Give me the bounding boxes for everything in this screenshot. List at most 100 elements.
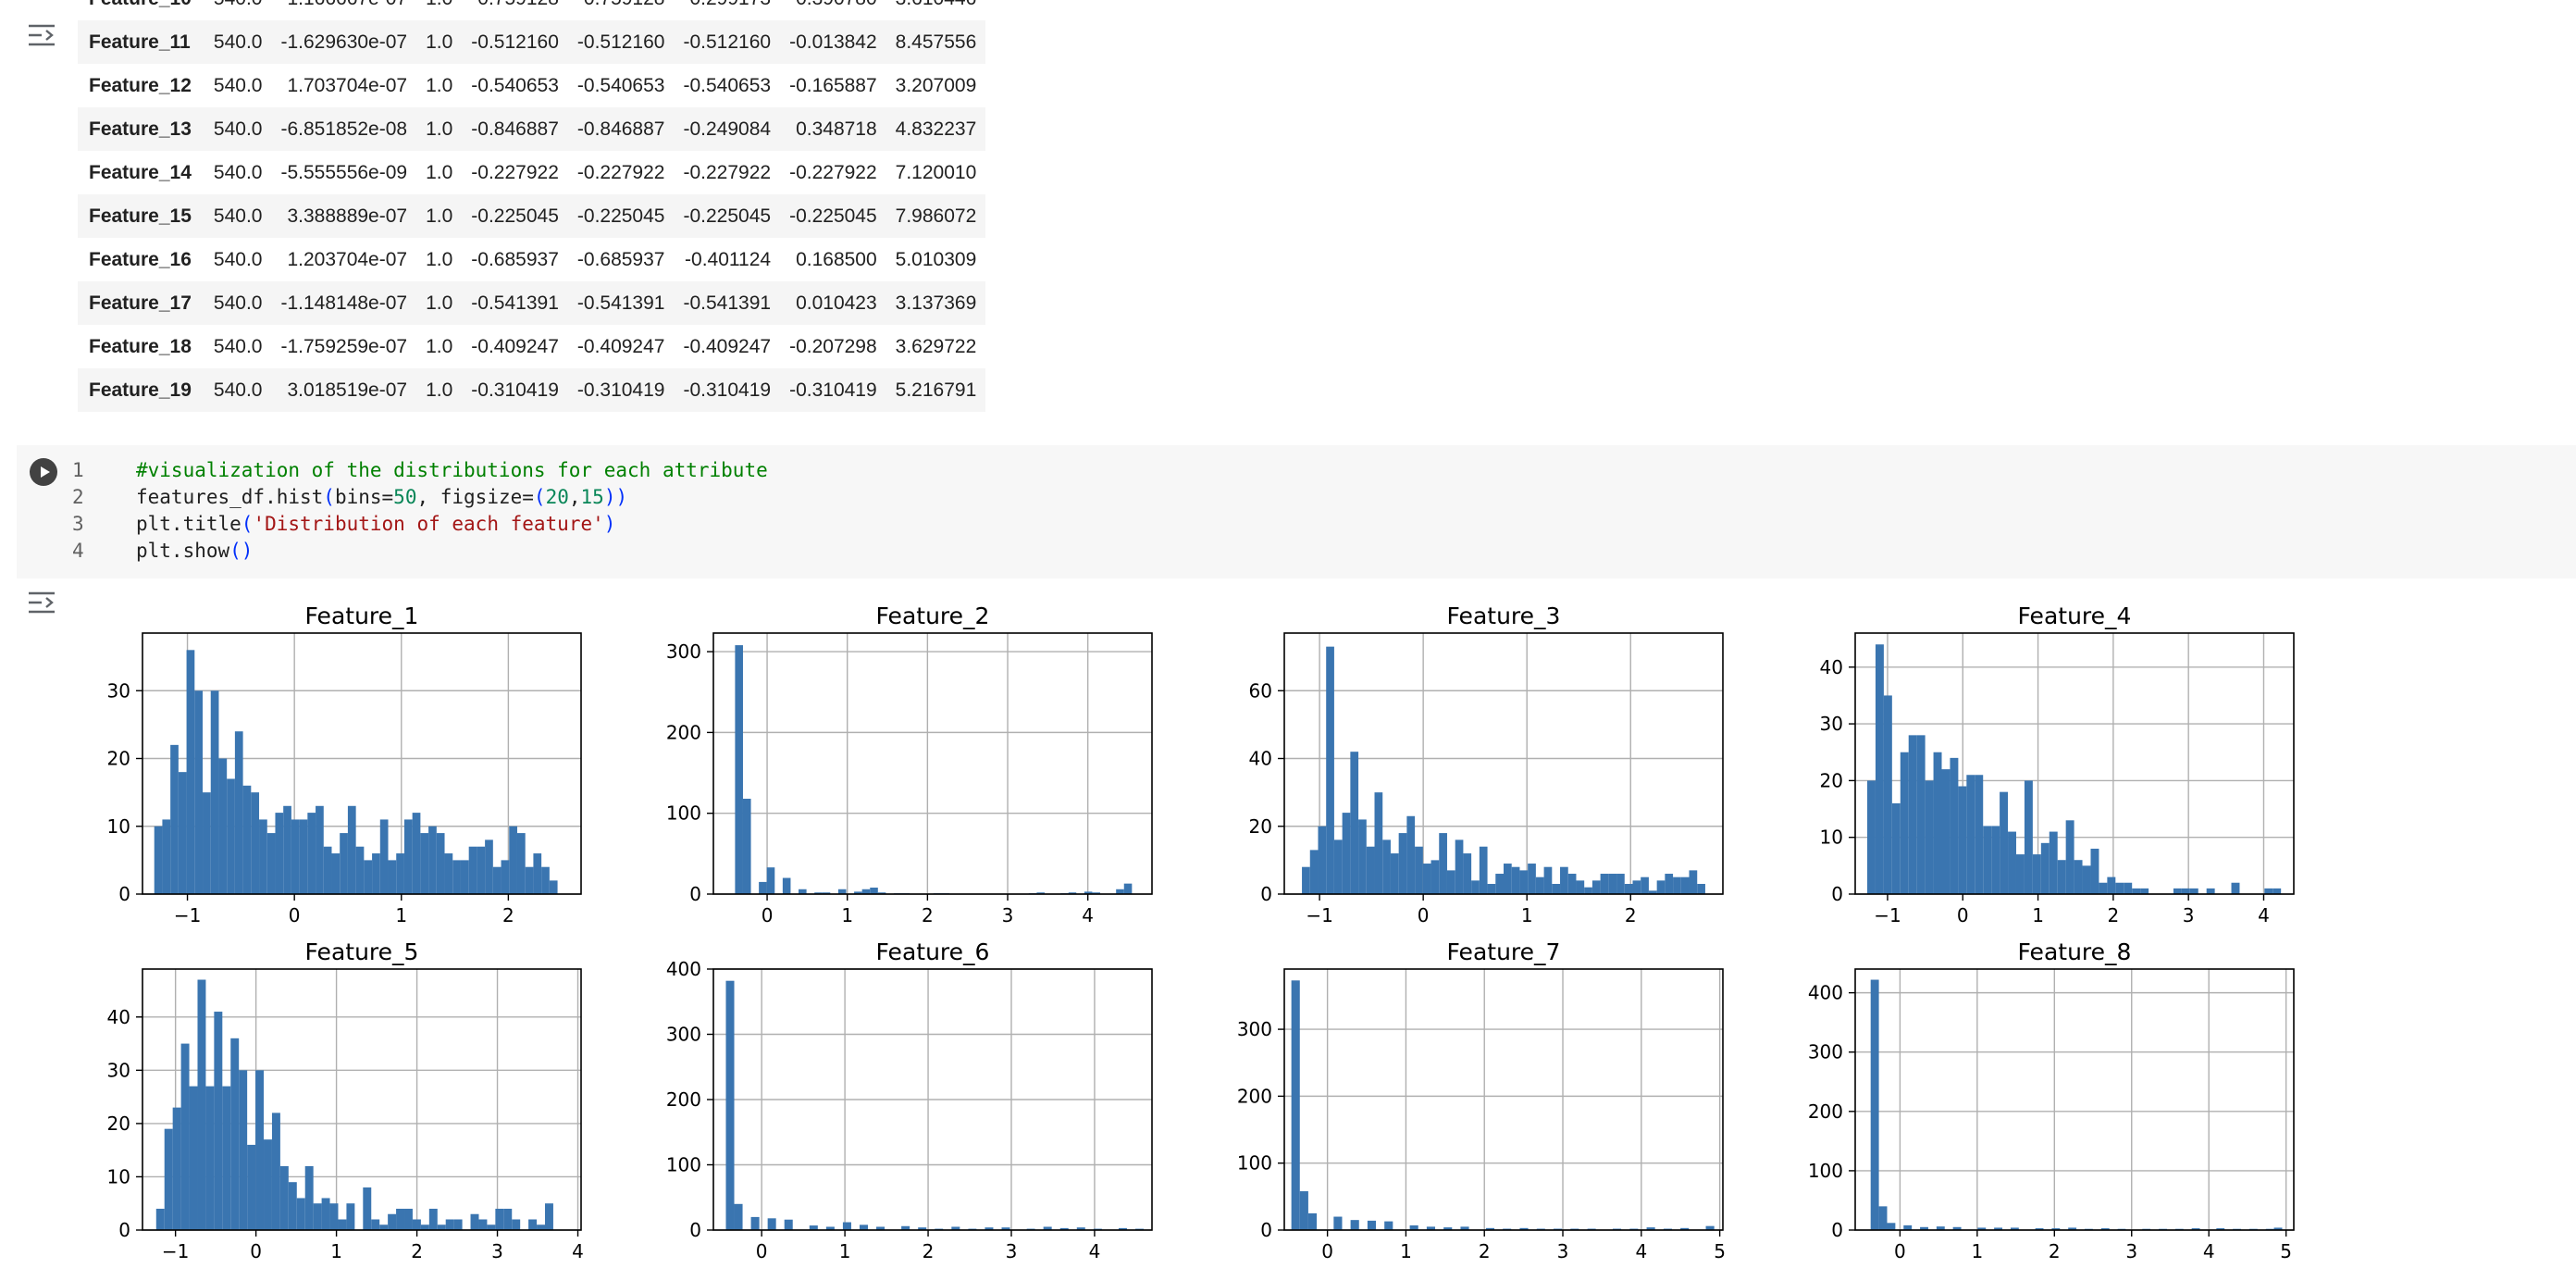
histogram-bar (1697, 884, 1705, 894)
y-tick-label: 100 (666, 1154, 701, 1176)
x-tick-label: 3 (2183, 904, 2195, 926)
histogram-bar (2216, 1228, 2225, 1230)
table-cell: -0.227922 (471, 161, 559, 183)
histogram-bar (396, 1208, 405, 1230)
x-tick-label: −1 (1306, 904, 1332, 926)
output-toggle-icon[interactable] (26, 589, 57, 616)
table-cell: 540.0 (213, 161, 263, 183)
y-tick-label: 40 (1820, 656, 1843, 678)
histogram-bar (239, 1070, 248, 1230)
table-cell: -1.166667e-07 (271, 0, 416, 20)
x-tick-label: 0 (1418, 904, 1430, 926)
plot-frame (1283, 632, 1724, 895)
histogram-bar (1925, 780, 1934, 894)
histogram-bar (549, 880, 558, 894)
histogram-bar (1560, 866, 1568, 894)
histogram-bar (1680, 1227, 1690, 1230)
histogram-bar (396, 853, 404, 894)
code-token: 50 (393, 486, 417, 508)
histogram-bar (371, 1219, 380, 1230)
histogram-bar (2015, 854, 2025, 894)
plot-frame (712, 632, 1153, 895)
histogram-bar (264, 1139, 272, 1230)
table-cell: -0.685937 (471, 248, 559, 270)
histogram-bar (1991, 826, 2000, 894)
x-tick-label: 2 (2108, 904, 2120, 926)
table-cell: 540.0 (213, 335, 263, 357)
row-index: Feature_11 (89, 31, 191, 53)
histogram-bar (512, 1219, 521, 1230)
table-cell: 3.610446 (886, 0, 986, 20)
output-toggle-icon[interactable] (26, 21, 57, 49)
histogram-bar (1495, 874, 1504, 894)
histogram-bar (1382, 839, 1391, 894)
x-tick-label: 1 (2032, 904, 2044, 926)
x-tick-label: 4 (572, 1240, 584, 1262)
histogram-feature-4: −1 0 1 2 3 4 0 10 20 30 40 Feature_4 (1781, 596, 2331, 931)
table-cell: 1.0 (426, 118, 453, 140)
code-token: , (568, 486, 581, 508)
table-cell: 5.216791 (895, 379, 977, 401)
histogram-bar (1487, 884, 1496, 894)
histogram-bar (1535, 876, 1544, 894)
code-token: ( (241, 513, 254, 535)
histogram-bar (1511, 866, 1520, 894)
table-cell: -0.409247 (576, 335, 665, 357)
histogram-bar (291, 819, 300, 894)
code-cell[interactable]: 1 #visualization of the distributions for… (17, 445, 2576, 578)
row-index: Feature_13 (89, 118, 192, 140)
table-cell: -0.013842 (789, 31, 877, 53)
table-cell: -0.541391 (576, 292, 665, 314)
histogram-bar (316, 805, 324, 894)
histogram-bar (2100, 1228, 2110, 1230)
table-cell: -0.512160 (576, 31, 665, 53)
histogram-bar (1307, 1212, 1318, 1230)
run-cell-button[interactable] (30, 458, 57, 486)
code-token: features_df.hist (136, 486, 324, 508)
histogram-bar (1001, 1227, 1010, 1230)
table-cell: -0.207298 (789, 335, 877, 357)
histogram-bar (537, 1224, 546, 1230)
code-token: #visualization of the distributions for … (136, 459, 768, 481)
histogram-bar (750, 1216, 760, 1230)
table-cell: 1.0 (426, 335, 453, 357)
histogram-bar (2206, 888, 2215, 894)
histogram-bar (876, 1226, 886, 1230)
row-index: Feature_16 (89, 248, 192, 270)
code-token: plt.show (136, 540, 230, 562)
histogram-bar (468, 846, 477, 894)
line-number: 1 (72, 459, 84, 481)
histogram-bar (2074, 860, 2083, 894)
histogram-bar (985, 1227, 994, 1230)
table-cell: -1.759259e-07 (280, 335, 408, 357)
x-tick-label: 5 (2280, 1240, 2292, 1262)
histogram-bar (735, 645, 743, 894)
y-tick-label: 10 (107, 1165, 130, 1187)
histogram-bar (870, 888, 878, 894)
table-row: Feature_16 540.0 1.203704e-07 1.0 -0.685937-… (78, 238, 986, 281)
x-tick-label: 1 (330, 1240, 342, 1262)
histogram-bar (503, 1208, 513, 1230)
table-cell: 1.0 (416, 0, 462, 20)
histogram-bar (247, 1144, 256, 1230)
table-cell: -0.846887 (576, 118, 665, 140)
histogram-bar (528, 1219, 538, 1230)
y-tick-label: 400 (666, 958, 701, 980)
table-cell: -0.225045 (683, 205, 772, 227)
histogram-bar (2010, 1227, 2019, 1230)
y-tick-label: 0 (1260, 1219, 1272, 1241)
histogram-bar (1409, 1224, 1418, 1230)
x-tick-label: 5 (1714, 1240, 1726, 1262)
y-tick-label: 30 (107, 679, 130, 702)
histogram-bar (1374, 792, 1383, 894)
histogram-bar (1903, 1224, 1913, 1230)
histogram-bar (1350, 1220, 1359, 1230)
histogram-feature-7: 0 1 2 3 4 5 0 100 200 300 Feature_7 (1210, 932, 1760, 1267)
histogram-bar (918, 1227, 927, 1230)
y-tick-label: 30 (107, 1059, 130, 1081)
histogram-bar (230, 1038, 240, 1230)
table-cell: -0.759128 (462, 0, 568, 20)
histogram-bar (859, 1224, 869, 1230)
histogram-bar (1036, 892, 1045, 894)
